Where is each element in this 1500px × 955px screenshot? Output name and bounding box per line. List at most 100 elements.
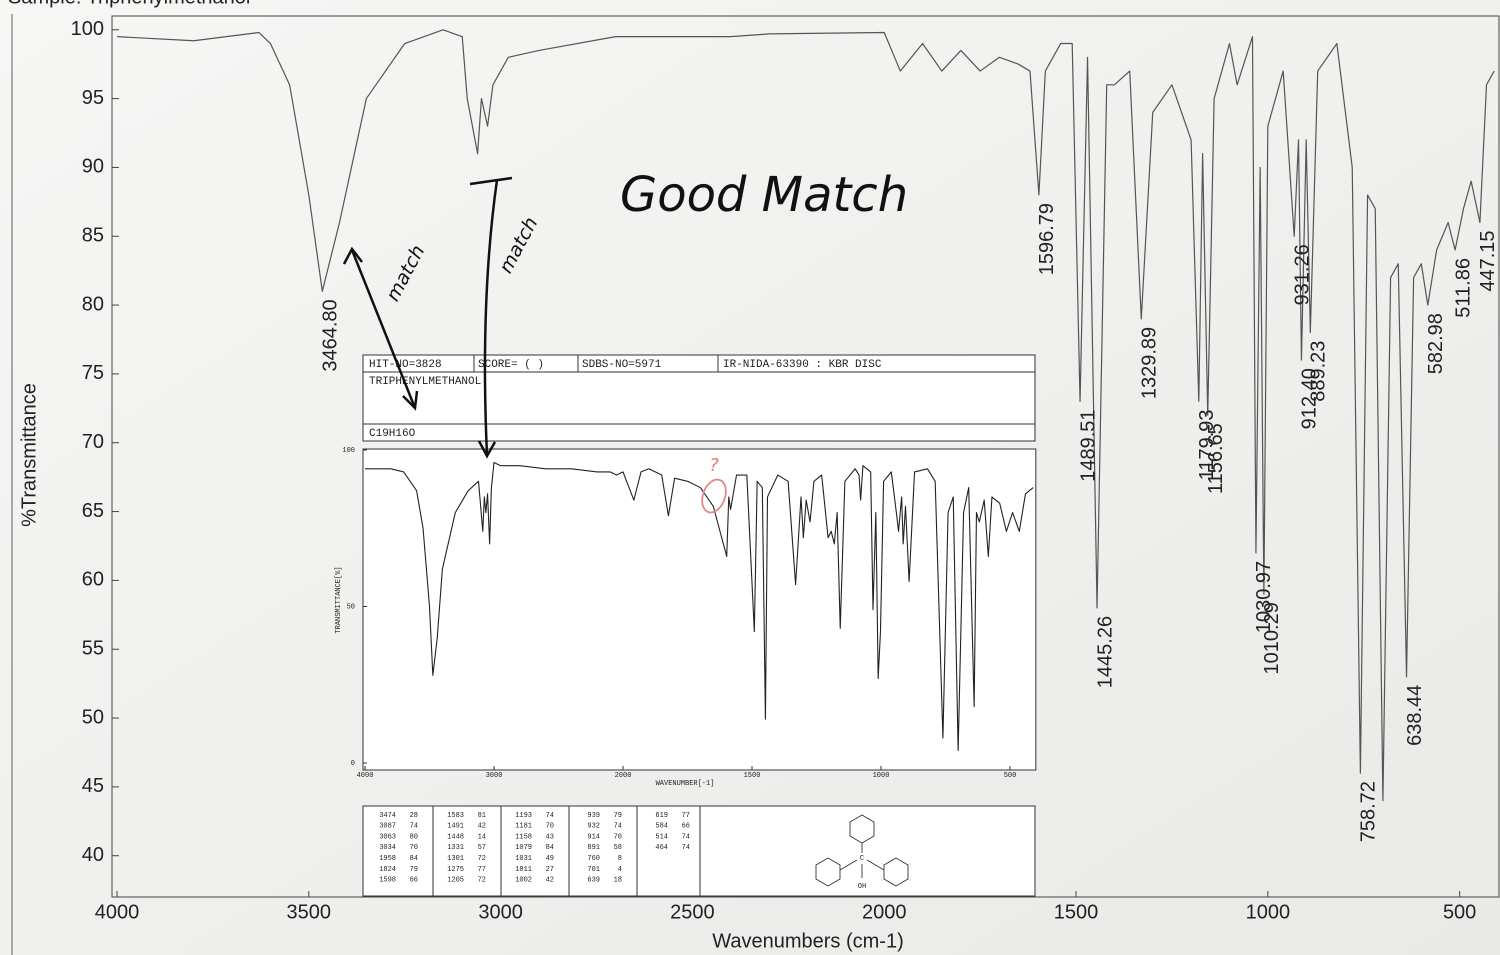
- table-transmittance: 84: [410, 855, 418, 863]
- inset-y-label: TRANSMITTANCE[%]: [335, 566, 343, 633]
- table-transmittance: 77: [478, 866, 486, 874]
- x-tick-label: 1500: [744, 772, 761, 780]
- x-tick-label: 2500: [670, 901, 715, 923]
- table-wavenumber: 1079: [515, 844, 532, 852]
- table-transmittance: 70: [546, 823, 554, 831]
- y-tick-label: 65: [82, 500, 104, 522]
- table-wavenumber: 619: [655, 812, 668, 820]
- peak-label: 511.86: [1452, 258, 1474, 318]
- table-wavenumber: 639: [587, 877, 600, 885]
- table-transmittance: 72: [478, 855, 486, 863]
- table-transmittance: 18: [614, 877, 622, 885]
- sdbs-no: SDBS-NO=5971: [582, 359, 662, 371]
- table-transmittance: 42: [546, 877, 554, 885]
- y-tick-label: 100: [342, 447, 355, 455]
- table-transmittance: 14: [478, 833, 486, 841]
- peak-label: 758.72: [1358, 781, 1380, 842]
- y-tick-label: 50: [347, 603, 355, 611]
- table-wavenumber: 3087: [379, 823, 396, 831]
- table-wavenumber: 1824: [379, 866, 396, 874]
- compound-name: TRIPHENYLMETHANOL: [369, 376, 481, 388]
- table-transmittance: 81: [478, 812, 486, 820]
- y-tick-label: 85: [82, 225, 104, 247]
- peak-label: 889.23: [1308, 341, 1330, 402]
- method: IR-NIDA-63390 : KBR DISC: [723, 359, 882, 371]
- x-axis-label: Wavenumbers (cm-1): [712, 930, 904, 952]
- table-wavenumber: 1301: [447, 855, 464, 863]
- table-transmittance: 74: [614, 823, 622, 831]
- y-tick-label: 95: [82, 87, 104, 109]
- table-wavenumber: 1158: [515, 833, 532, 841]
- header-box: [363, 355, 1035, 441]
- x-tick-label: 2000: [862, 901, 907, 923]
- table-transmittance: 66: [410, 877, 418, 885]
- y-tick-label: 100: [71, 18, 104, 40]
- table-transmittance: 28: [410, 812, 418, 820]
- table-transmittance: 49: [546, 855, 554, 863]
- table-transmittance: 58: [614, 844, 622, 852]
- table-transmittance: 66: [682, 823, 690, 831]
- x-tick-label: 500: [1004, 772, 1017, 780]
- table-wavenumber: 464: [655, 844, 668, 852]
- y-tick-label: 45: [82, 775, 104, 797]
- y-tick-label: 75: [82, 362, 104, 384]
- x-tick-label: 1000: [1246, 901, 1291, 923]
- table-wavenumber: 584: [655, 823, 668, 831]
- x-tick-label: 3000: [486, 772, 503, 780]
- table-wavenumber: 1193: [515, 812, 532, 820]
- table-transmittance: 74: [682, 844, 690, 852]
- x-tick-label: 4000: [357, 772, 374, 780]
- y-tick-label: 80: [82, 293, 104, 315]
- scanned-spectrum: Sample: Triphenylmethanol Wavenumbers (c…: [0, 0, 1500, 955]
- table-wavenumber: 1002: [515, 877, 532, 885]
- score: SCORE= ( ): [478, 359, 544, 371]
- y-axis-label: %Transmittance: [18, 383, 40, 527]
- peak-label: 1010.29: [1261, 602, 1283, 674]
- peak-label: 931.26: [1291, 244, 1313, 305]
- y-tick-label: 70: [82, 431, 104, 453]
- table-wavenumber: 1275: [447, 866, 464, 874]
- table-wavenumber: 514: [655, 833, 668, 841]
- sample-title: Sample: Triphenylmethanol: [8, 0, 250, 8]
- table-wavenumber: 3474: [379, 812, 396, 820]
- table-wavenumber: 914: [587, 833, 600, 841]
- table-transmittance: 43: [546, 833, 554, 841]
- note-good-match: Good Match: [620, 167, 908, 223]
- note-question: ?: [709, 455, 719, 476]
- y-tick-label: 0: [351, 760, 355, 768]
- table-transmittance: 79: [614, 812, 622, 820]
- peak-label: 638.44: [1404, 685, 1426, 746]
- atom-label: OH: [858, 883, 866, 891]
- table-wavenumber: 1958: [379, 855, 396, 863]
- x-tick-label: 3000: [478, 901, 523, 923]
- table-wavenumber: 760: [587, 855, 600, 863]
- table-wavenumber: 701: [587, 866, 600, 874]
- y-tick-label: 50: [82, 706, 104, 728]
- y-tick-label: 60: [82, 569, 104, 591]
- table-transmittance: 74: [546, 812, 554, 820]
- peak-label: 3464.80: [320, 299, 342, 371]
- table-wavenumber: 891: [587, 844, 600, 852]
- table-transmittance: 79: [410, 866, 418, 874]
- table-wavenumber: 1181: [515, 823, 532, 831]
- x-tick-label: 1500: [1054, 901, 1099, 923]
- table-transmittance: 27: [546, 866, 554, 874]
- table-transmittance: 74: [410, 823, 418, 831]
- table-transmittance: 80: [410, 833, 418, 841]
- inset-x-label: WAVENUMBER[-1]: [656, 780, 715, 788]
- table-wavenumber: 1598: [379, 877, 396, 885]
- peak-label: 447.15: [1477, 230, 1499, 291]
- peak-label: 1156.65: [1205, 423, 1227, 494]
- atom-label: C: [860, 855, 864, 863]
- table-transmittance: 84: [546, 844, 554, 852]
- reference-spectrum: HIT-NO=3828 SCORE= ( ) SDBS-NO=5971 IR-N…: [335, 355, 1036, 896]
- table-wavenumber: 1331: [447, 844, 464, 852]
- table-transmittance: 74: [682, 833, 690, 841]
- peak-label: 582.98: [1425, 313, 1447, 374]
- peak-label: 1596.79: [1036, 203, 1058, 275]
- x-tick-label: 500: [1443, 901, 1476, 923]
- y-tick-label: 40: [82, 844, 104, 866]
- x-tick-label: 2000: [615, 772, 632, 780]
- x-tick-label: 1000: [873, 772, 890, 780]
- formula: C19H16O: [369, 428, 416, 440]
